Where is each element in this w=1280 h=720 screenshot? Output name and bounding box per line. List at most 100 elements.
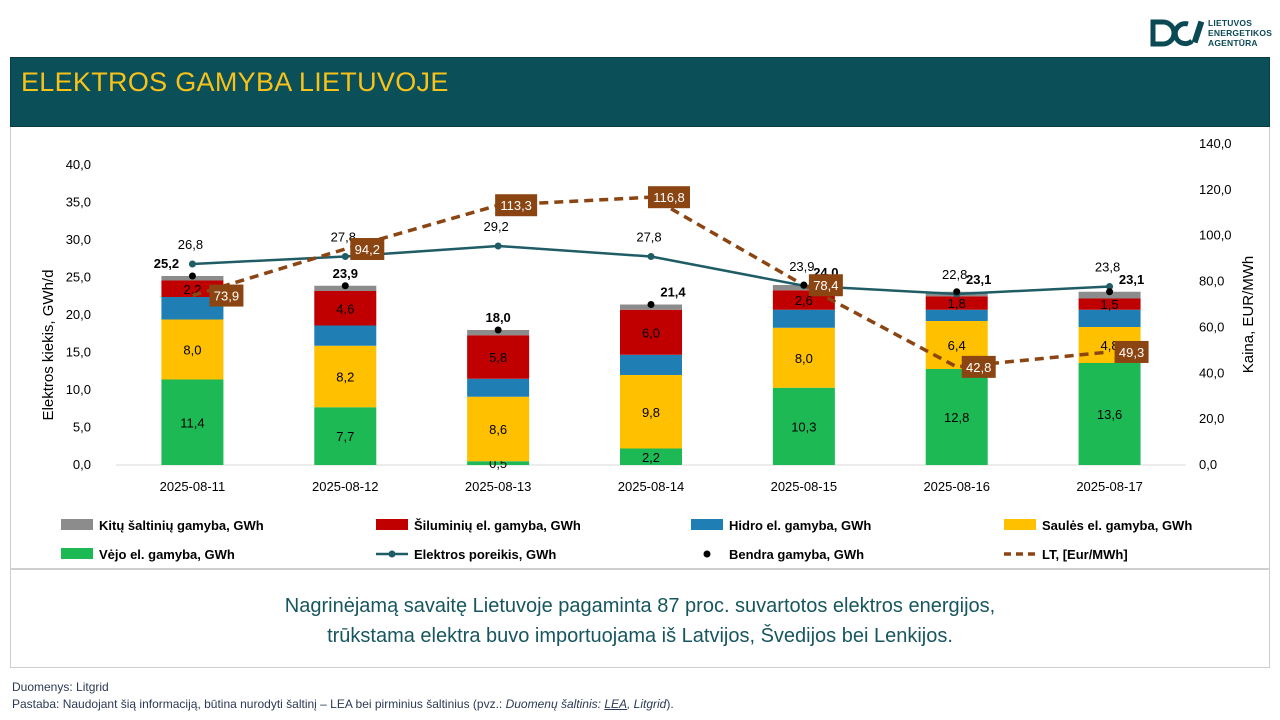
total-value-label: 21,4 bbox=[660, 285, 686, 300]
y2-tick-label: 40,0 bbox=[1199, 365, 1224, 380]
y-tick-label: 40,0 bbox=[66, 157, 91, 172]
bar-1 bbox=[620, 448, 682, 465]
bar-1 bbox=[467, 461, 530, 465]
bar-1 bbox=[772, 387, 835, 465]
bar-3 bbox=[772, 309, 835, 328]
demand-point bbox=[188, 260, 196, 268]
lea-logo: LIETUVOS ENERGETIKOS AGENTŪRA bbox=[1150, 16, 1273, 52]
price-label-box bbox=[495, 194, 538, 217]
demand-value-label: 26,8 bbox=[178, 237, 203, 252]
demand-point bbox=[647, 253, 655, 260]
x-tick-label: 2025-08-12 bbox=[312, 479, 379, 494]
x-tick-label: 2025-08-14 bbox=[618, 479, 685, 494]
legend-label: Kitų šaltinių gamyba, GWh bbox=[99, 518, 264, 533]
legend-swatch bbox=[376, 519, 408, 530]
total-value-label: 23,9 bbox=[333, 266, 358, 281]
price-value-label: 94,2 bbox=[355, 242, 380, 257]
bar-3 bbox=[467, 378, 530, 397]
y2-tick-label: 60,0 bbox=[1199, 319, 1224, 334]
price-value-label: 78,4 bbox=[813, 278, 838, 293]
bar-value-label: 1,8 bbox=[948, 296, 966, 311]
price-value-label: 73,9 bbox=[214, 289, 239, 304]
bar-value-label: 4,8 bbox=[1101, 338, 1119, 353]
bar-1 bbox=[161, 379, 224, 465]
demand-value-label: 23,9 bbox=[789, 259, 814, 274]
total-value-label: 23,1 bbox=[966, 272, 991, 287]
demand-value-label: 29,2 bbox=[483, 219, 508, 234]
bar-2 bbox=[161, 319, 224, 380]
price-label-box bbox=[350, 238, 385, 261]
logo-line-1: LIETUVOS bbox=[1208, 18, 1253, 28]
bar-1 bbox=[925, 369, 988, 465]
price-value-label: 113,3 bbox=[500, 198, 532, 213]
legend-label: Elektros poreikis, GWh bbox=[414, 547, 556, 562]
bar-4 bbox=[925, 296, 988, 310]
price-value-label: 42,8 bbox=[966, 360, 991, 375]
demand-value-label: 23,8 bbox=[1095, 260, 1120, 275]
price-label-box bbox=[961, 355, 996, 378]
bar-value-label: 6,4 bbox=[948, 338, 966, 353]
y-tick-label: 35,0 bbox=[66, 195, 91, 210]
footer-lea-link[interactable]: LEA bbox=[604, 697, 627, 711]
footer-note-italic2: , Litgrid bbox=[627, 697, 667, 711]
legend-label: Šiluminių el. gamyba, GWh bbox=[414, 518, 581, 533]
bar-3 bbox=[925, 309, 988, 321]
bar-1 bbox=[1078, 363, 1141, 465]
demand-value-label: 22,8 bbox=[942, 267, 967, 282]
x-tick-label: 2025-08-15 bbox=[771, 479, 838, 494]
legend-label: Hidro el. gamyba, GWh bbox=[729, 518, 871, 533]
bar-value-label: 5,8 bbox=[489, 350, 507, 365]
bar-2 bbox=[620, 375, 682, 449]
price-label-box bbox=[1114, 340, 1149, 363]
price-label-box bbox=[209, 284, 244, 307]
footer-note-suffix: ). bbox=[666, 697, 674, 711]
y-tick-label: 0,0 bbox=[73, 457, 91, 472]
total-point bbox=[953, 288, 961, 296]
total-point bbox=[1106, 288, 1114, 296]
bar-value-label: 2,2 bbox=[642, 450, 660, 465]
x-tick-label: 2025-08-11 bbox=[160, 479, 226, 494]
legend-label: Bendra gamyba, GWh bbox=[729, 547, 864, 562]
legend-swatch bbox=[703, 550, 711, 558]
bar-value-label: 8,0 bbox=[183, 343, 201, 358]
bar-value-label: 8,6 bbox=[489, 422, 507, 437]
bar-4 bbox=[314, 291, 377, 326]
summary-panel: Nagrinėjamą savaitę Lietuvoje pagaminta … bbox=[10, 569, 1270, 668]
bar-value-label: 10,3 bbox=[791, 419, 816, 434]
bar-4 bbox=[467, 335, 530, 379]
logo-line-2: ENERGETIKOS bbox=[1208, 28, 1273, 38]
demand-point bbox=[341, 253, 349, 260]
total-point bbox=[188, 272, 196, 280]
total-point bbox=[647, 301, 655, 308]
demand-point bbox=[1106, 283, 1114, 290]
bar-value-label: 9,8 bbox=[642, 405, 660, 420]
legend-swatch bbox=[691, 519, 723, 530]
bar-2 bbox=[467, 396, 530, 462]
demand-value-label: 27,8 bbox=[331, 230, 356, 245]
lea-logo-icon bbox=[1150, 19, 1204, 47]
logo-line-3: AGENTŪRA bbox=[1208, 38, 1258, 48]
total-point bbox=[341, 282, 349, 290]
x-tick-label: 2025-08-13 bbox=[465, 479, 532, 494]
bar-3 bbox=[161, 297, 224, 320]
footer-note-italic: Duomenų šaltinis: bbox=[505, 697, 605, 711]
price-label-box bbox=[648, 186, 690, 209]
bar-value-label: 8,0 bbox=[795, 351, 813, 366]
total-point bbox=[800, 281, 808, 289]
bar-value-label: 11,4 bbox=[180, 415, 204, 430]
price-label-box bbox=[808, 274, 843, 297]
price-value-label: 116,8 bbox=[653, 190, 685, 205]
bar-value-label: 1,5 bbox=[1101, 297, 1119, 312]
summary-line-2: trūkstama elektra buvo importuojama iš L… bbox=[327, 625, 953, 647]
y2-tick-label: 80,0 bbox=[1199, 274, 1224, 289]
bar-value-label: 13,6 bbox=[1097, 407, 1122, 422]
y-axis-title: Elektros kiekis, GWh/d bbox=[40, 270, 57, 421]
chart-panel: 0,0 5,0 10,0 15,0 20,0 25,0 30,0 35,0 40,0 0,0 20,… bbox=[10, 127, 1270, 569]
legend-label: Vėjo el. gamyba, GWh bbox=[99, 547, 235, 562]
y-tick-label: 30,0 bbox=[66, 232, 91, 247]
bar-2 bbox=[772, 327, 835, 388]
bar-4 bbox=[1078, 298, 1141, 310]
y-tick-label: 10,0 bbox=[66, 382, 91, 397]
total-value-label: 18,0 bbox=[485, 310, 510, 325]
bar-value-label: 12,8 bbox=[944, 410, 969, 425]
